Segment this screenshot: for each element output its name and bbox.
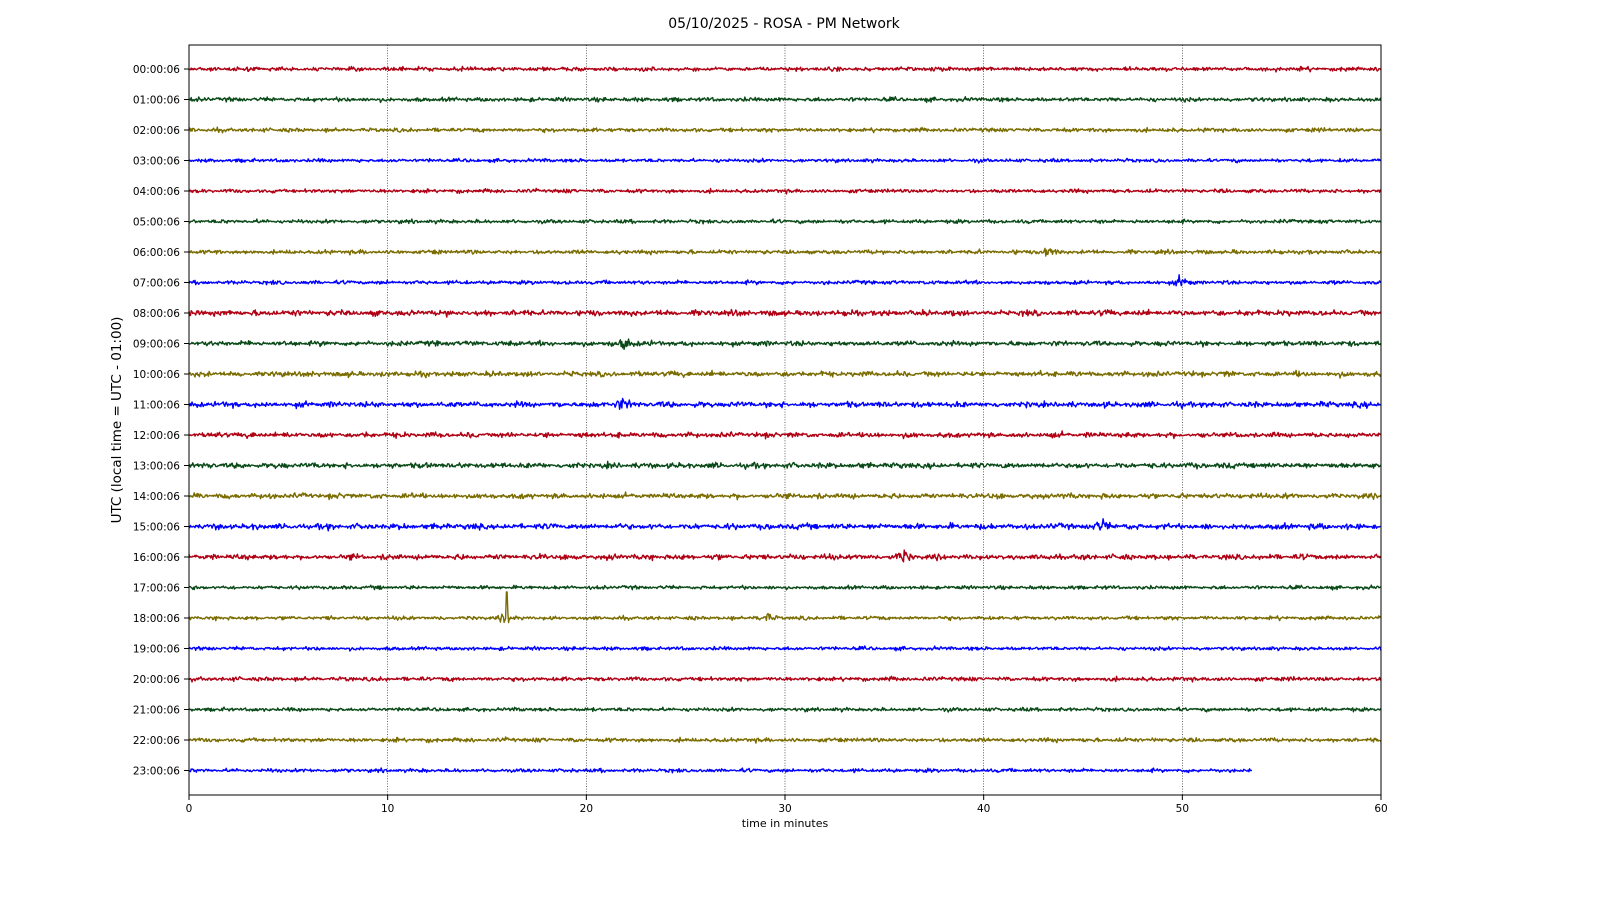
trace-10:00:06 <box>188 369 1382 379</box>
y-tick-label: 00:00:06 <box>133 64 180 76</box>
y-tick-label: 11:00:06 <box>133 400 180 412</box>
y-tick-label: 08:00:06 <box>133 308 180 320</box>
trace-13:00:06 <box>188 460 1382 470</box>
x-axis-ticks: 0 10 20 30 40 50 60 <box>186 795 1388 815</box>
trace-03:00:06 <box>188 157 1382 164</box>
y-tick-label: 09:00:06 <box>133 339 180 351</box>
trace-11:00:06 <box>188 397 1382 410</box>
y-tick-label: 14:00:06 <box>133 491 180 503</box>
trace-08:00:06 <box>188 308 1382 318</box>
trace-16:00:06 <box>188 549 1382 563</box>
trace-00:00:06 <box>188 65 1382 73</box>
trace-21:00:06 <box>188 706 1382 713</box>
y-axis-label: UTC (local time = UTC - 01:00) <box>109 317 125 524</box>
x-tick-label: 50 <box>1176 803 1189 815</box>
y-tick-label: 01:00:06 <box>133 95 180 107</box>
y-tick-label: 03:00:06 <box>133 156 180 168</box>
trace-17:00:06 <box>188 584 1382 591</box>
x-tick-label: 0 <box>186 803 193 815</box>
trace-09:00:06 <box>188 338 1382 350</box>
y-tick-label: 19:00:06 <box>133 644 180 656</box>
x-tick-label: 10 <box>381 803 394 815</box>
trace-15:00:06 <box>188 518 1382 532</box>
y-tick-label: 21:00:06 <box>133 705 180 717</box>
y-tick-label: 06:00:06 <box>133 247 180 259</box>
trace-18:00:06 <box>188 591 1382 624</box>
y-tick-label: 20:00:06 <box>133 674 180 686</box>
y-tick-label: 16:00:06 <box>133 552 180 564</box>
trace-12:00:06 <box>188 430 1382 440</box>
trace-20:00:06 <box>188 675 1382 683</box>
x-axis-label: time in minutes <box>742 817 829 830</box>
trace-06:00:06 <box>188 247 1382 257</box>
y-tick-label: 07:00:06 <box>133 278 180 290</box>
trace-01:00:06 <box>188 96 1382 104</box>
y-tick-label: 12:00:06 <box>133 430 180 442</box>
x-tick-label: 60 <box>1374 803 1387 815</box>
vertical-grid <box>387 45 1183 795</box>
trace-19:00:06 <box>188 645 1382 652</box>
trace-07:00:06 <box>188 274 1381 287</box>
chart-title: 05/10/2025 - ROSA - PM Network <box>668 16 900 32</box>
y-tick-label: 02:00:06 <box>133 125 180 137</box>
x-tick-label: 20 <box>580 803 593 815</box>
trace-05:00:06 <box>188 218 1382 225</box>
trace-02:00:06 <box>188 126 1382 134</box>
y-tick-label: 04:00:06 <box>133 186 180 198</box>
trace-14:00:06 <box>188 491 1382 501</box>
y-tick-label: 10:00:06 <box>133 369 180 381</box>
y-tick-label: 23:00:06 <box>133 766 180 778</box>
y-tick-label: 17:00:06 <box>133 583 180 595</box>
y-tick-label: 13:00:06 <box>133 461 180 473</box>
trace-22:00:06 <box>188 736 1382 744</box>
trace-23:00:06 <box>188 767 1253 774</box>
x-tick-label: 30 <box>778 803 791 815</box>
y-tick-label: 18:00:06 <box>133 613 180 625</box>
y-axis-ticks: 00:00:06 01:00:06 02:00:06 03:00:06 04:00:06… <box>133 64 189 778</box>
y-tick-label: 22:00:06 <box>133 735 180 747</box>
trace-04:00:06 <box>188 187 1382 195</box>
y-tick-label: 15:00:06 <box>133 522 180 534</box>
x-tick-label: 40 <box>977 803 990 815</box>
y-tick-label: 05:00:06 <box>133 217 180 229</box>
seismic-traces <box>188 65 1382 774</box>
